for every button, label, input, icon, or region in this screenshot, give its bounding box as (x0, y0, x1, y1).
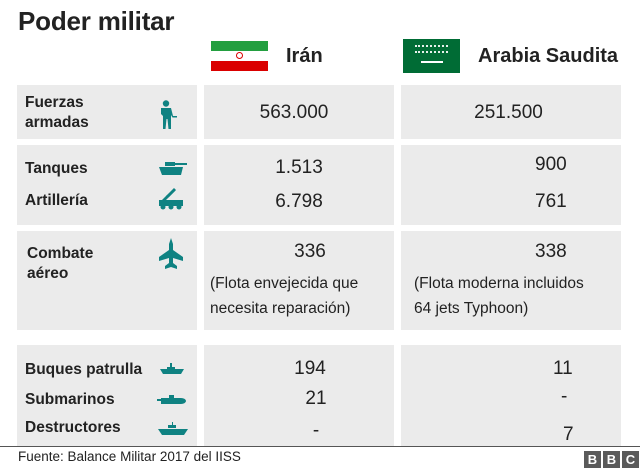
bbc-logo: B B C (584, 451, 639, 468)
iran-value-tanques: 1.513 (275, 157, 323, 178)
saudi-value-combate: 338 (535, 241, 567, 262)
saudi-panel-combate (401, 231, 621, 330)
iran-panel-combate (204, 231, 394, 330)
saudi-panel-naval (401, 345, 621, 446)
iran-value-artilleria: 6.798 (275, 191, 323, 212)
bbc-logo-letter: C (622, 451, 639, 468)
row-label-destructores: Destructores (25, 419, 121, 436)
label-panel-tanques (17, 145, 197, 225)
country-name-saudi: Arabia Saudita (478, 44, 619, 67)
source-note: Fuente: Balance Militar 2017 del IISS (18, 449, 241, 464)
header-iran: Irán (211, 38, 323, 74)
iran-value-destructores: - (312, 420, 320, 441)
row-label-tanques: Tanques (25, 160, 88, 177)
iran-value-fuerzas: 563.000 (259, 102, 329, 123)
header-saudi: Arabia Saudita (403, 38, 618, 74)
saudi-value-tanques: 900 (535, 154, 567, 175)
iran-value-buques: 194 (294, 358, 326, 379)
saudi-value-destructores: 7 (563, 424, 574, 445)
country-name-iran: Irán (286, 44, 323, 67)
iran-panel-fuerzas (204, 85, 394, 139)
row-label-fuerzas-armadas: Fuerzas armadas (25, 94, 89, 131)
destroyer-icon (158, 422, 188, 436)
saudi-arabia-flag-icon (403, 39, 460, 73)
row-label-submarinos: Submarinos (25, 391, 115, 408)
iran-value-submarinos: 21 (305, 388, 327, 409)
saudi-note-combate: (Flota moderna incluidos 64 jets Typhoon… (414, 275, 584, 317)
tank-icon (158, 160, 188, 176)
artillery-icon (158, 186, 184, 210)
saudi-value-buques: 11 (553, 358, 573, 379)
saudi-panel-tanques (401, 145, 621, 225)
fighter-jet-icon (158, 238, 184, 270)
iran-flag-icon (211, 39, 268, 73)
bbc-logo-letter: B (584, 451, 601, 468)
saudi-panel-fuerzas (401, 85, 621, 139)
row-label-combate-aereo: Combate aéreo (27, 245, 94, 282)
saudi-value-fuerzas: 251.500 (474, 102, 543, 123)
soldier-icon (158, 100, 178, 130)
bbc-logo-letter: B (603, 451, 620, 468)
patrol-boat-icon (160, 363, 184, 375)
iran-panel-naval (204, 345, 394, 446)
page-title: Poder militar (18, 6, 175, 36)
submarine-icon (157, 394, 187, 406)
iran-value-combate: 336 (294, 241, 326, 262)
row-label-buques-patrulla: Buques patrulla (25, 361, 143, 378)
saudi-value-submarinos: - (561, 386, 568, 407)
row-label-artilleria: Artillería (25, 192, 88, 209)
footer-divider (0, 446, 640, 447)
label-panel-combate (17, 231, 197, 330)
iran-panel-tanques (204, 145, 394, 225)
saudi-value-artilleria: 761 (535, 191, 567, 212)
iran-note-combate: (Flota envejecida que necesita reparació… (210, 275, 359, 317)
